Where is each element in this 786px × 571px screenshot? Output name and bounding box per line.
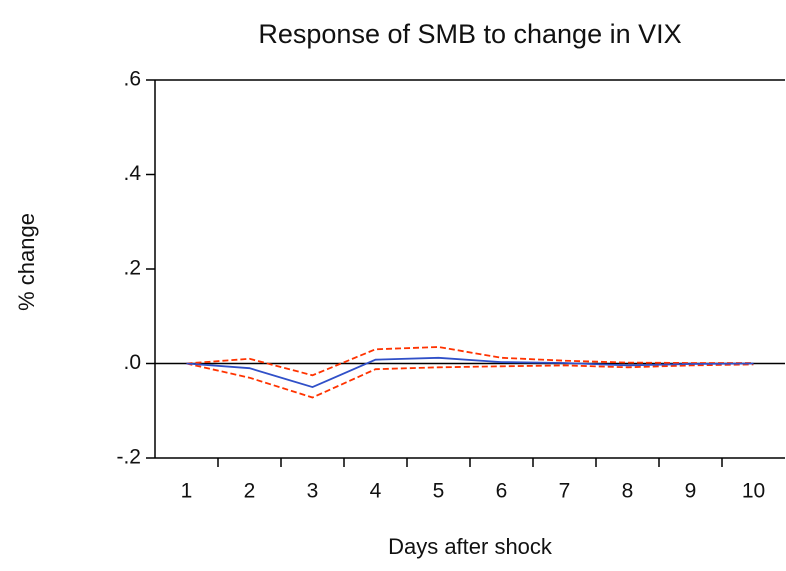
y-tick-label: .2 xyxy=(123,257,141,280)
band-line xyxy=(186,362,754,399)
y-axis-label: % change xyxy=(14,213,39,311)
chart-title: Response of SMB to change in VIX xyxy=(258,19,681,49)
x-tick-label: 3 xyxy=(307,480,319,503)
x-tick-label: 8 xyxy=(622,480,634,503)
x-tick-label: 6 xyxy=(496,480,508,503)
x-tick-label: 7 xyxy=(559,480,571,503)
x-tick-label: 1 xyxy=(181,480,193,503)
x-tick-label: 10 xyxy=(742,480,765,503)
response-line xyxy=(186,356,754,389)
y-tick-label: .0 xyxy=(123,351,141,374)
y-tick-label: .4 xyxy=(123,162,141,185)
x-tick-label: 9 xyxy=(685,480,697,503)
band-line xyxy=(186,346,754,377)
x-tick-label: 2 xyxy=(244,480,256,503)
x-tick-label: 5 xyxy=(433,480,445,503)
y-tick-label: -.2 xyxy=(116,446,141,469)
x-tick-label: 4 xyxy=(370,480,382,503)
x-axis-label: Days after shock xyxy=(388,534,553,559)
y-tick-label: .6 xyxy=(123,68,141,91)
